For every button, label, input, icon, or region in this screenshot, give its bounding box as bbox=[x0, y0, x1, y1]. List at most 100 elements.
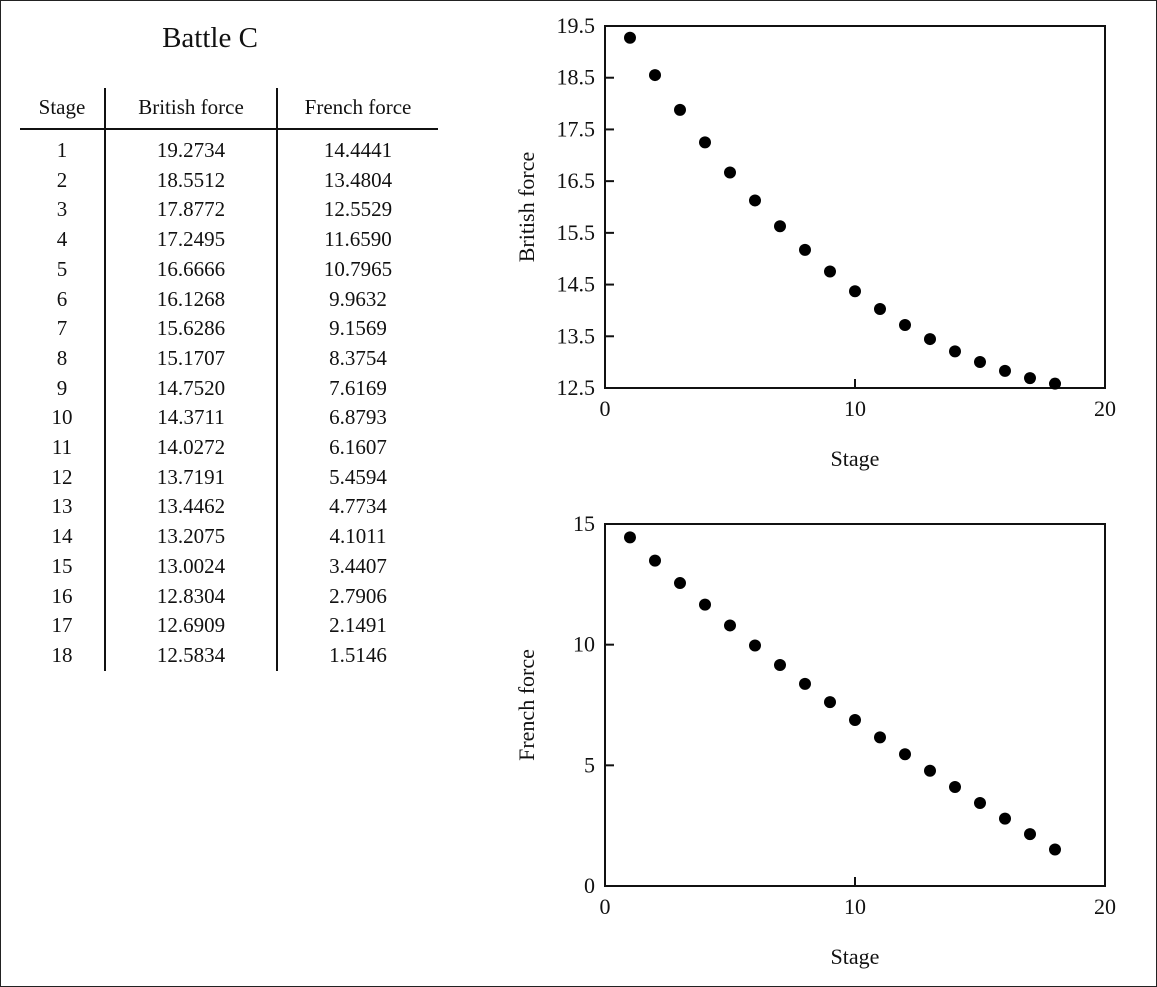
cell-stage: 10 bbox=[51, 405, 73, 430]
data-point bbox=[999, 812, 1011, 825]
cell-french-force: 9.9632 bbox=[329, 286, 387, 311]
cell-british-force: 17.2495 bbox=[104, 225, 278, 255]
y-tick-label: 15.5 bbox=[557, 220, 596, 245]
table-row: 5 16.6666 10.7965 bbox=[20, 254, 438, 285]
y-tick-label: 14.5 bbox=[557, 272, 596, 297]
y-tick-label: 18.5 bbox=[557, 65, 596, 90]
data-point bbox=[649, 554, 661, 567]
cell-stage: 1 bbox=[56, 138, 68, 162]
data-point bbox=[674, 577, 686, 590]
cell-french-force: 4.7734 bbox=[329, 494, 387, 519]
data-point bbox=[874, 303, 886, 316]
data-point bbox=[824, 265, 836, 278]
cell-british-force: 18.5512 bbox=[104, 165, 278, 196]
table-row: 7 15.6286 9.1569 bbox=[20, 314, 438, 344]
data-point bbox=[849, 713, 861, 726]
data-point bbox=[974, 356, 986, 369]
cell-stage: 3 bbox=[56, 197, 68, 222]
cell-stage: 8 bbox=[56, 345, 68, 370]
cell-british-force: 12.6909 bbox=[104, 611, 278, 641]
data-point bbox=[749, 639, 761, 652]
x-tick-label: 20 bbox=[1094, 894, 1116, 919]
cell-stage: 18 bbox=[51, 642, 73, 667]
table-row: 8 15.1707 8.3754 bbox=[20, 343, 438, 374]
data-point bbox=[1024, 372, 1036, 385]
data-point bbox=[699, 598, 711, 611]
y-tick-label: 0 bbox=[584, 873, 595, 898]
header-stage: Stage bbox=[20, 88, 105, 130]
data-point bbox=[624, 31, 636, 44]
table-row: 6 16.1268 9.9632 bbox=[20, 284, 438, 315]
cell-stage: 9 bbox=[56, 375, 68, 400]
data-point bbox=[774, 659, 786, 672]
cell-stage: 17 bbox=[51, 613, 73, 638]
table-row: 11 14.0272 6.1607 bbox=[20, 433, 438, 463]
cell-british-force: 15.1707 bbox=[104, 343, 278, 374]
cell-british-force: 12.5834 bbox=[104, 640, 278, 671]
data-point bbox=[774, 220, 786, 233]
table-row: 14 13.2075 4.1011 bbox=[20, 522, 438, 552]
data-point bbox=[949, 345, 961, 358]
data-point bbox=[1049, 377, 1061, 390]
table-row: 17 12.6909 2.1491 bbox=[20, 611, 438, 641]
cell-stage: 5 bbox=[56, 256, 68, 281]
cell-stage: 12 bbox=[51, 464, 73, 489]
data-point bbox=[924, 333, 936, 346]
cell-british-force: 15.6286 bbox=[104, 314, 278, 344]
data-point bbox=[674, 103, 686, 116]
x-tick-label: 0 bbox=[600, 396, 611, 421]
cell-stage: 7 bbox=[56, 316, 68, 341]
y-tick-label: 10 bbox=[573, 632, 595, 657]
cell-british-force: 16.1268 bbox=[104, 284, 278, 315]
cell-stage: 4 bbox=[56, 227, 68, 252]
x-tick-label: 0 bbox=[600, 894, 611, 919]
cell-french-force: 13.4804 bbox=[323, 167, 393, 192]
cell-british-force: 16.6666 bbox=[104, 254, 278, 285]
table-row: 3 17.8772 12.5529 bbox=[20, 195, 438, 226]
data-point bbox=[849, 285, 861, 298]
x-tick-label: 10 bbox=[844, 894, 866, 919]
table-row: 16 12.8304 2.7906 bbox=[20, 581, 438, 612]
cell-stage: 11 bbox=[51, 435, 73, 460]
cell-stage: 2 bbox=[56, 167, 68, 192]
cell-french-force: 14.4441 bbox=[323, 138, 393, 162]
table-row: 2 18.5512 13.4804 bbox=[20, 165, 438, 196]
y-tick-label: 16.5 bbox=[557, 168, 596, 193]
header-british-force: British force bbox=[104, 88, 278, 130]
data-point bbox=[874, 731, 886, 744]
table-row: 18 12.5834 1.5146 bbox=[20, 640, 438, 671]
table-row: 9 14.7520 7.6169 bbox=[20, 373, 438, 404]
cell-stage: 6 bbox=[56, 286, 68, 311]
cell-french-force: 2.1491 bbox=[329, 613, 387, 638]
table-row: 13 13.4462 4.7734 bbox=[20, 492, 438, 523]
table-row: 10 14.3711 6.8793 bbox=[20, 403, 438, 434]
cell-french-force: 6.1607 bbox=[329, 435, 387, 460]
cell-british-force: 13.0024 bbox=[104, 551, 278, 582]
table-header-row: Stage British force French force bbox=[20, 88, 438, 130]
data-point bbox=[724, 619, 736, 632]
cell-british-force: 12.8304 bbox=[104, 581, 278, 612]
cell-french-force: 3.4407 bbox=[329, 553, 387, 578]
cell-british-force: 14.0272 bbox=[104, 433, 278, 463]
table-row: 1 19.2734 14.4441 bbox=[20, 129, 438, 166]
plot-frame bbox=[604, 25, 1106, 389]
cell-stage: 14 bbox=[51, 524, 73, 549]
data-point bbox=[699, 136, 711, 149]
cell-french-force: 11.6590 bbox=[324, 227, 392, 252]
y-axis-label: British force bbox=[514, 152, 539, 263]
data-point bbox=[824, 696, 836, 709]
table-row: 4 17.2495 11.6590 bbox=[20, 225, 438, 255]
cell-stage: 16 bbox=[51, 583, 73, 608]
cell-french-force: 12.5529 bbox=[323, 197, 393, 222]
data-point bbox=[974, 796, 986, 809]
x-tick-label: 10 bbox=[844, 396, 866, 421]
cell-french-force: 2.7906 bbox=[329, 583, 387, 608]
data-point bbox=[799, 677, 811, 690]
data-point bbox=[624, 531, 636, 544]
cell-french-force: 10.7965 bbox=[323, 256, 393, 281]
data-point bbox=[749, 194, 761, 207]
french-force-chart: 0 10 20 0 5 10 15 Stage French force bbox=[514, 512, 1116, 969]
y-tick-label: 19.5 bbox=[557, 14, 596, 38]
data-point bbox=[649, 69, 661, 82]
y-tick-label: 13.5 bbox=[557, 323, 596, 348]
